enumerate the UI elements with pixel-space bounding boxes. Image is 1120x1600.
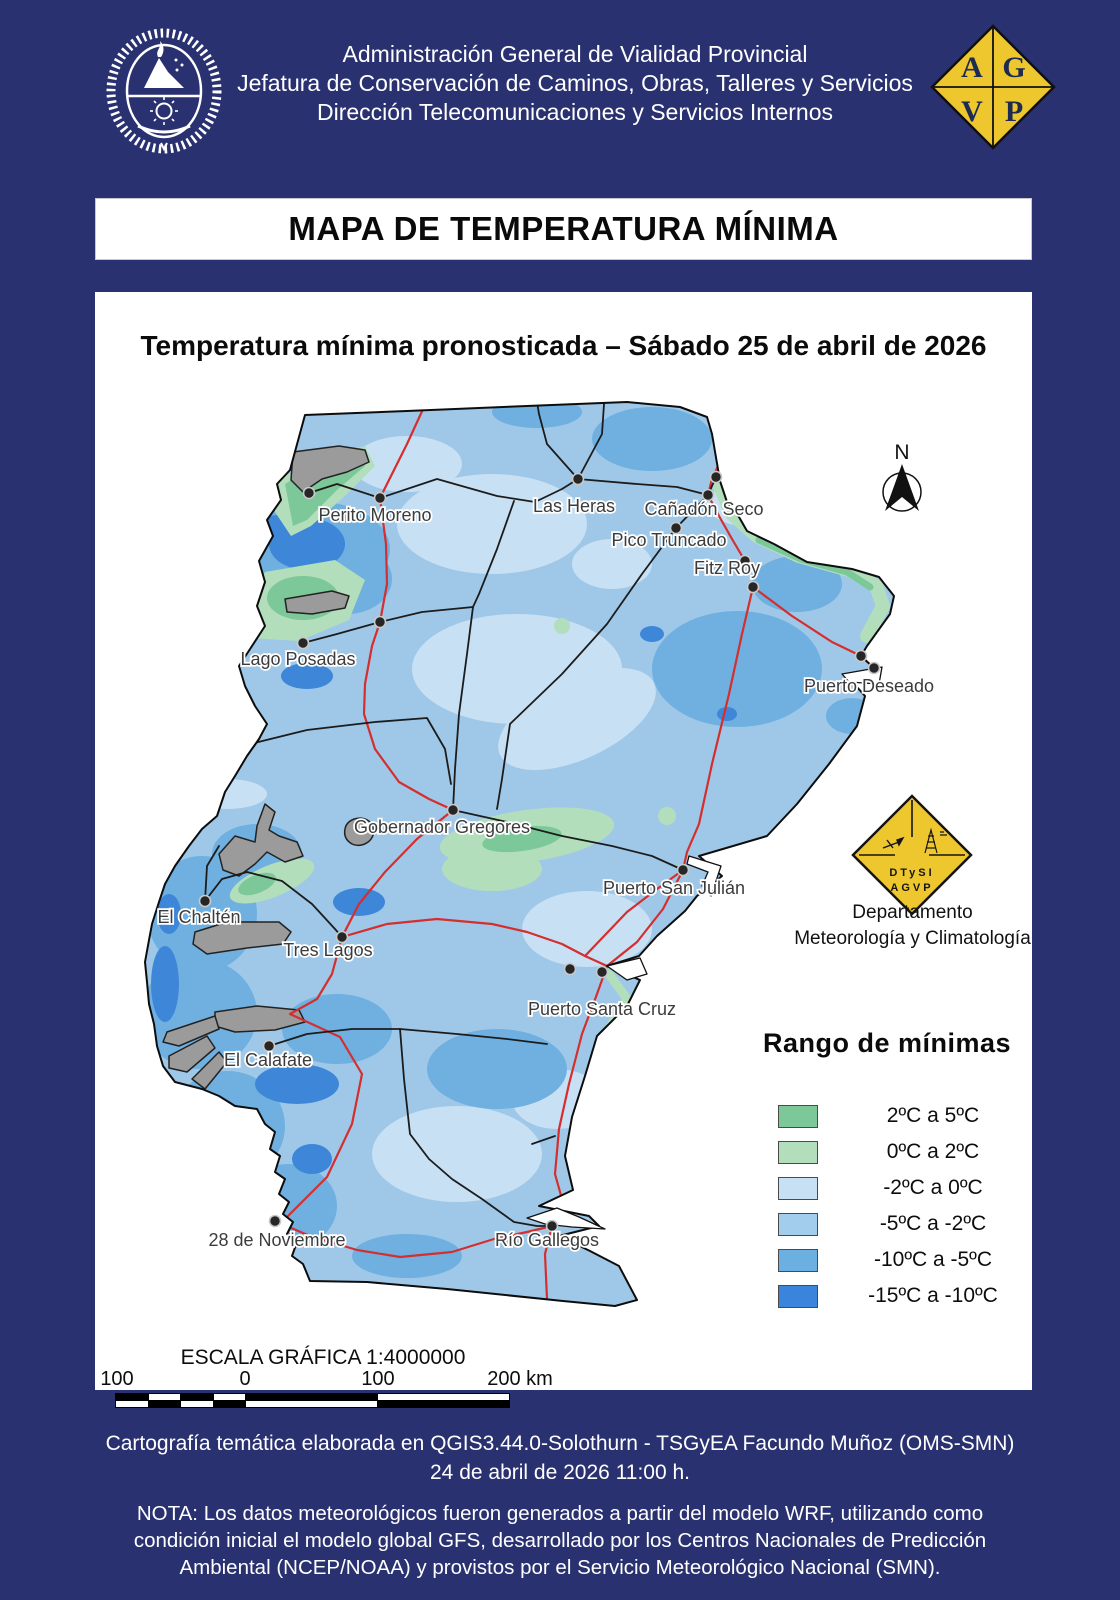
city-label-río-gallegos: Río Gallegos	[495, 1230, 599, 1250]
city-dot-puerto-deseado	[867, 661, 881, 675]
footer-note: NOTA: Los datos meteorológicos fueron ge…	[133, 1502, 987, 1579]
city-label-puerto-santa-cruz: Puerto Santa Cruz	[528, 999, 676, 1019]
north-arrow: N	[882, 441, 922, 512]
city-label-el-calafate: El Calafate	[224, 1050, 312, 1070]
org-line-1: Administración General de Vialidad Provi…	[342, 41, 808, 67]
city-dot-el-calafate	[262, 1039, 276, 1053]
legend-item: 2ºC a 5ºC	[778, 1098, 1048, 1134]
city-dot-puerto-santa-cruz	[563, 962, 577, 976]
city-dot-puerto-san-julián	[676, 863, 690, 877]
city-dot-río-gallegos	[545, 1219, 559, 1233]
agvp-diamond-logo: A G V P	[930, 24, 1056, 150]
lago-viedma	[192, 921, 292, 955]
city-dot-tres-lagos	[335, 930, 349, 944]
city-dot-cañadón-seco	[709, 470, 723, 484]
scale-tick-label: 100	[361, 1368, 395, 1390]
legend-range-label: -5ºC a -2ºC	[879, 1212, 987, 1235]
city-label-28-de-noviembre: 28 de Noviembre	[208, 1230, 345, 1250]
city-label-puerto-deseado: Puerto Deseado	[804, 676, 934, 696]
legend-range-label: -15ºC a -10ºC	[868, 1284, 998, 1307]
city-label-pico-truncado: Pico Truncado	[611, 530, 726, 550]
city-dot-gobernador-gregores	[446, 803, 460, 817]
scale-tick-label: 0	[239, 1368, 251, 1390]
temperature-map: N Perito Moreno Las Heras Cañadón Seco Pico…	[144, 401, 936, 1307]
legend-swatch	[778, 1284, 818, 1308]
city-dot-puerto-santa-cruz	[595, 965, 609, 979]
city-label-las-heras: Las Heras	[533, 496, 615, 516]
footer-credit-line1: Cartografía temática elaborada en QGIS3.…	[105, 1432, 1015, 1455]
legend-swatch	[778, 1248, 818, 1272]
legend-item: -2ºC a 0ºC	[778, 1170, 1048, 1206]
org-line-3: Dirección Telecomunicaciones y Servicios…	[316, 99, 834, 125]
city-label-gobernador-gregores: Gobernador Gregores	[354, 817, 530, 837]
city-dot-fitz-roy	[738, 554, 752, 568]
map-banner-title: MAPA DE TEMPERATURA MÍNIMA	[288, 210, 839, 247]
city-label-el-chaltén: El Chaltén	[157, 907, 240, 927]
city-dot-el-chaltén	[198, 894, 212, 908]
city-label-tres-lagos: Tres Lagos	[283, 940, 372, 960]
badge-letter-v: V	[961, 95, 983, 128]
dept-caption: Departamento Meteorología y Climatología	[755, 900, 1070, 952]
legend: 2ºC a 5ºC 0ºC a 2ºC -2ºC a 0ºC -5ºC a -2ºC -…	[778, 1098, 1048, 1314]
city-dot-puerto-deseado	[854, 649, 868, 663]
badge-letter-g: G	[1002, 51, 1025, 84]
city-label-lago-posadas: Lago Posadas	[240, 649, 355, 669]
north-label: N	[894, 441, 909, 464]
legend-swatch	[778, 1176, 818, 1200]
legend-range-label: 2ºC a 5ºC	[886, 1104, 980, 1127]
badge-letter-p: P	[1005, 95, 1023, 128]
legend-item: -15ºC a -10ºC	[778, 1278, 1048, 1314]
lago-buenos-aires	[290, 445, 370, 493]
city-label-cañadón-seco: Cañadón Seco	[644, 499, 763, 519]
city-label-fitz-roy: Fitz Roy	[694, 558, 760, 578]
dtysi-agvp-text: AGVP	[890, 882, 933, 894]
lago-san-martin	[218, 803, 304, 877]
dept-caption-line1: Departamento	[852, 902, 973, 923]
city-dot-perito-moreno	[302, 486, 316, 500]
city-label-puerto-san-julián: Puerto San Julián	[603, 878, 745, 898]
legend-range-label: -2ºC a 0ºC	[883, 1176, 983, 1199]
legend-title: Rango de mínimas	[763, 1028, 1012, 1058]
scale-bar	[115, 1393, 510, 1408]
city-label-perito-moreno: Perito Moreno	[318, 505, 431, 525]
forecast-title: Temperatura mínima pronosticada – Sábado…	[140, 330, 987, 361]
map-panel: Temperatura mínima pronosticada – Sábado…	[95, 292, 1032, 1408]
cities-layer: Perito Moreno Las Heras Cañadón Seco Pico T…	[156, 470, 936, 1252]
city-dot-28-de-noviembre	[268, 1214, 282, 1228]
city-dot-pico-truncado	[669, 521, 683, 535]
footer-credit-line2: 24 de abril de 2026 11:00 h.	[430, 1461, 690, 1484]
legend-item: -10ºC a -5ºC	[778, 1242, 1048, 1278]
badge-letter-a: A	[961, 51, 983, 84]
city-dot-perito-moreno	[373, 491, 387, 505]
legend-range-label: 0ºC a 2ºC	[886, 1140, 980, 1163]
lago-cardiel	[343, 817, 375, 847]
city-dot-las-heras	[571, 472, 585, 486]
lago-pueyrredon	[284, 590, 350, 615]
lakes	[161, 445, 375, 1090]
legend-item: -5ºC a -2ºC	[778, 1206, 1048, 1242]
legend-swatch	[778, 1212, 818, 1236]
city-dot-lago-posadas	[296, 636, 310, 650]
legend-swatch	[778, 1104, 818, 1128]
city-dot-fitz-roy	[746, 580, 760, 594]
scale-tick-label: 200 km	[487, 1368, 553, 1390]
dtysi-diamond-logo: DTySI AGVP	[851, 794, 973, 916]
city-dot-lago-posadas	[373, 615, 387, 629]
legend-range-label: -10ºC a -5ºC	[873, 1248, 993, 1271]
weather-station-icon	[882, 836, 905, 849]
province-border	[144, 401, 895, 1307]
radio-tower-icon	[924, 827, 947, 854]
org-title-block: Administración General de Vialidad Provi…	[235, 40, 915, 127]
map-title-banner: MAPA DE TEMPERATURA MÍNIMA	[95, 198, 1032, 260]
scale-caption: ESCALA GRÁFICA 1:4000000	[180, 1346, 466, 1369]
roads-paved-red	[273, 405, 876, 1301]
city-dot-cañadón-seco	[701, 488, 715, 502]
dept-caption-line2: Meteorología y Climatología	[794, 928, 1031, 949]
org-line-2: Jefatura de Conservación de Caminos, Obr…	[237, 70, 913, 96]
scale-tick-label: 100	[100, 1368, 134, 1390]
provincial-crest-logo	[106, 28, 222, 154]
legend-item: 0ºC a 2ºC	[778, 1134, 1048, 1170]
dtysi-text: DTySI	[889, 867, 934, 879]
legend-swatch	[778, 1140, 818, 1164]
